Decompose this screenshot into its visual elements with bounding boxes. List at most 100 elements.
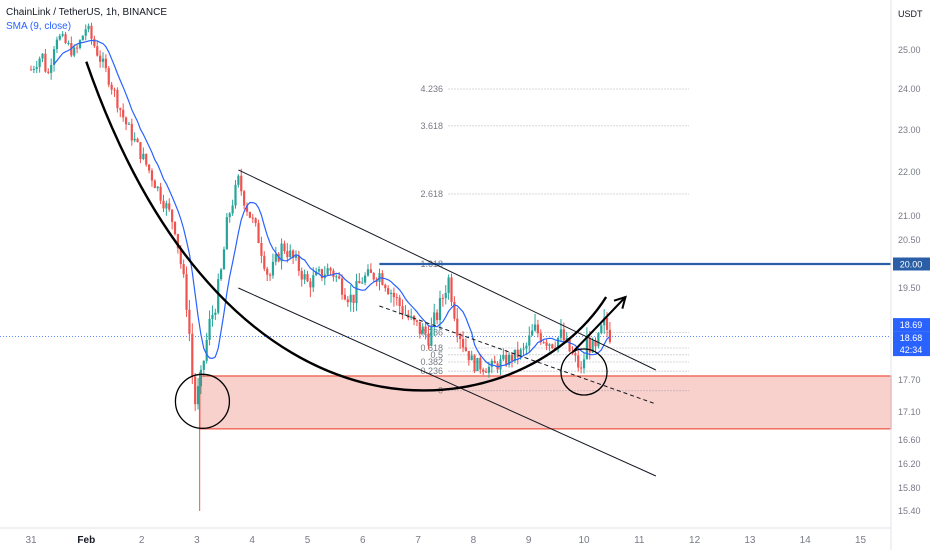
candle-body <box>55 39 59 50</box>
candle-body <box>130 123 133 141</box>
sma-legend[interactable]: SMA (9, close) <box>6 21 72 32</box>
candle-body <box>588 337 591 353</box>
candle-body <box>217 279 220 313</box>
candle-body <box>312 275 315 288</box>
candle-body <box>168 203 171 210</box>
candle-body <box>136 138 139 143</box>
candle-body <box>58 35 61 40</box>
candle-body <box>286 251 289 258</box>
time-axis-tick: 31 <box>25 535 37 546</box>
candle-body <box>289 250 292 258</box>
fib-level-label: 3.618 <box>420 121 443 131</box>
price-axis-currency: USDT <box>898 9 923 19</box>
candle-body <box>84 29 87 36</box>
candle-body <box>104 58 107 69</box>
candle-body <box>110 84 113 90</box>
last-price-label-bg <box>893 318 930 332</box>
candle-body <box>565 337 568 341</box>
candle-body <box>44 53 47 72</box>
candle-body <box>162 200 165 209</box>
price-axis-tick: 17.10 <box>898 407 921 417</box>
time-axis-tick: 10 <box>578 535 590 546</box>
candle-body <box>436 312 439 321</box>
candle-body <box>182 264 185 275</box>
candle-body <box>222 249 226 270</box>
fib-level-label: 4.236 <box>420 84 443 94</box>
candle-body <box>444 292 447 299</box>
candle-body <box>320 269 324 279</box>
candle-body <box>150 170 154 181</box>
support-zone <box>198 375 892 430</box>
countdown-label-bg <box>893 343 930 357</box>
candle-body <box>594 340 597 347</box>
candle-body <box>502 355 505 360</box>
candle-body <box>260 242 263 256</box>
time-axis-tick: 6 <box>360 535 366 546</box>
candle-body <box>582 359 586 369</box>
candle-body <box>303 274 306 280</box>
sma-line <box>53 39 611 368</box>
candle-body <box>283 243 286 252</box>
candle-body <box>32 68 35 70</box>
candle-body <box>467 351 470 361</box>
candle-body <box>185 274 188 310</box>
candle-body <box>271 261 275 276</box>
candle-body <box>165 203 168 209</box>
candle-body <box>317 269 321 272</box>
time-axis-tick: 12 <box>689 535 701 546</box>
candle-body <box>243 191 246 206</box>
candle-body <box>52 49 56 65</box>
candle-body <box>335 276 338 278</box>
fib-level-label: 0.618 <box>420 343 443 353</box>
candle-body <box>234 184 237 206</box>
last-price-label: 18.69 <box>900 320 923 330</box>
candle-body <box>147 164 151 171</box>
level-20-label: 20.00 <box>900 260 923 270</box>
time-axis-tick: 2 <box>139 535 145 546</box>
candle-body <box>450 277 453 302</box>
projection-arrow <box>572 296 627 353</box>
candle-body <box>263 255 266 269</box>
candle-body <box>64 34 67 44</box>
candle-body <box>113 89 116 91</box>
sma-value-label: 18.68 <box>900 333 923 343</box>
candle-body <box>225 217 228 250</box>
candle-body <box>329 268 332 271</box>
fib-level-label: 0.382 <box>420 357 443 367</box>
candle-body <box>47 71 50 73</box>
candle-body <box>525 345 528 349</box>
candle-body <box>398 297 401 307</box>
candle-body <box>418 321 421 334</box>
candle-body <box>268 274 272 276</box>
candle-body <box>484 371 488 373</box>
candle-body <box>251 217 254 219</box>
candle-body <box>61 34 64 36</box>
candle-body <box>415 320 419 322</box>
candle-body <box>199 369 203 387</box>
candle-body <box>372 273 375 280</box>
candle-body <box>427 333 430 346</box>
fib-level-label: 0.236 <box>420 366 443 376</box>
candle-body <box>81 35 84 41</box>
candle-body <box>188 309 191 334</box>
candle-body <box>404 314 407 316</box>
candle-body <box>156 186 159 189</box>
candle-body <box>364 275 367 283</box>
candle-body <box>211 314 214 319</box>
price-axis-tick: 23.00 <box>898 125 921 135</box>
price-axis-tick: 21.00 <box>898 211 921 221</box>
candle-body <box>315 271 318 276</box>
candle-body <box>490 360 493 367</box>
time-axis-tick: Feb <box>77 535 95 546</box>
candle-body <box>90 25 93 39</box>
candle-body <box>173 221 177 235</box>
candle-body <box>99 55 102 62</box>
candle-body <box>93 38 96 47</box>
candle-body <box>300 270 303 280</box>
candle-body <box>461 338 465 348</box>
candle-body <box>122 109 125 118</box>
symbol-title[interactable]: ChainLink / TetherUS, 1h, BINANCE <box>6 7 168 18</box>
candle-body <box>145 153 148 165</box>
